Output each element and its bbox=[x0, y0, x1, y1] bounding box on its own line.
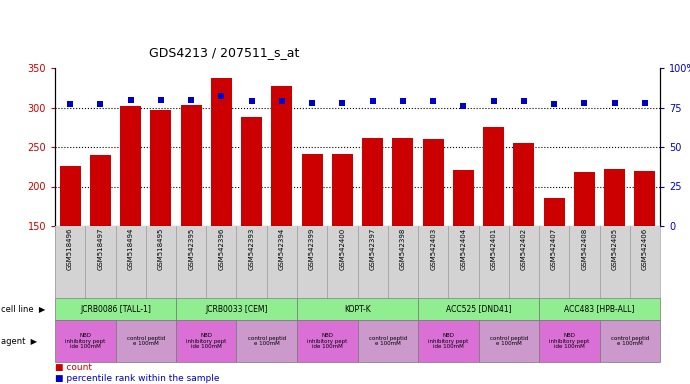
Point bbox=[155, 96, 166, 103]
Point bbox=[125, 96, 136, 103]
Text: NBD
inhibitory pept
ide 100mM: NBD inhibitory pept ide 100mM bbox=[428, 333, 469, 349]
Text: GSM542393: GSM542393 bbox=[248, 228, 255, 270]
Text: GSM542407: GSM542407 bbox=[551, 228, 557, 270]
Bar bbox=[604, 169, 625, 226]
Text: JCRB0033 [CEM]: JCRB0033 [CEM] bbox=[205, 305, 268, 313]
Point bbox=[428, 98, 439, 104]
Bar bbox=[271, 86, 293, 226]
Text: JCRB0086 [TALL-1]: JCRB0086 [TALL-1] bbox=[80, 305, 151, 313]
Bar bbox=[453, 170, 474, 226]
Point bbox=[640, 100, 651, 106]
Text: GSM542402: GSM542402 bbox=[521, 228, 527, 270]
Text: GSM542396: GSM542396 bbox=[218, 228, 224, 270]
Text: GSM542404: GSM542404 bbox=[460, 228, 466, 270]
Text: ACC483 [HPB-ALL]: ACC483 [HPB-ALL] bbox=[564, 305, 635, 313]
Text: ■ percentile rank within the sample: ■ percentile rank within the sample bbox=[55, 374, 219, 383]
Bar bbox=[513, 143, 535, 226]
Text: KOPT-K: KOPT-K bbox=[344, 305, 371, 313]
Point bbox=[579, 100, 590, 106]
Bar bbox=[544, 199, 564, 226]
Bar bbox=[120, 106, 141, 226]
Point bbox=[306, 100, 317, 106]
Text: GSM518496: GSM518496 bbox=[67, 228, 73, 270]
Bar bbox=[332, 154, 353, 226]
Text: GSM542408: GSM542408 bbox=[582, 228, 587, 270]
Bar bbox=[181, 105, 201, 226]
Point bbox=[95, 101, 106, 108]
Text: GSM518495: GSM518495 bbox=[158, 228, 164, 270]
Point bbox=[488, 98, 499, 104]
Text: GSM542398: GSM542398 bbox=[400, 228, 406, 270]
Text: NBD
inhibitory pept
ide 100mM: NBD inhibitory pept ide 100mM bbox=[307, 333, 347, 349]
Bar bbox=[210, 78, 232, 226]
Text: control peptid
e 100mM: control peptid e 100mM bbox=[248, 336, 286, 346]
Text: GSM518497: GSM518497 bbox=[97, 228, 104, 270]
Text: GSM542399: GSM542399 bbox=[309, 228, 315, 270]
Point bbox=[397, 98, 408, 104]
Bar bbox=[241, 117, 262, 226]
Point bbox=[458, 103, 469, 109]
Bar bbox=[574, 172, 595, 226]
Text: GSM542397: GSM542397 bbox=[370, 228, 375, 270]
Text: control peptid
e 100mM: control peptid e 100mM bbox=[611, 336, 649, 346]
Point bbox=[549, 101, 560, 108]
Point bbox=[609, 100, 620, 106]
Point bbox=[216, 93, 227, 99]
Point bbox=[277, 98, 288, 104]
Text: GSM542394: GSM542394 bbox=[279, 228, 285, 270]
Text: control peptid
e 100mM: control peptid e 100mM bbox=[490, 336, 528, 346]
Text: ACC525 [DND41]: ACC525 [DND41] bbox=[446, 305, 511, 313]
Text: control peptid
e 100mM: control peptid e 100mM bbox=[127, 336, 165, 346]
Point bbox=[367, 98, 378, 104]
Text: control peptid
e 100mM: control peptid e 100mM bbox=[368, 336, 407, 346]
Bar bbox=[634, 171, 656, 226]
Bar bbox=[90, 155, 111, 226]
Bar bbox=[483, 127, 504, 226]
Bar bbox=[59, 166, 81, 226]
Point bbox=[518, 98, 529, 104]
Bar bbox=[302, 154, 323, 226]
Point bbox=[186, 96, 197, 103]
Text: GSM542401: GSM542401 bbox=[491, 228, 497, 270]
Point bbox=[65, 101, 76, 108]
Text: GSM542400: GSM542400 bbox=[339, 228, 346, 270]
Text: NBD
inhibitory pept
ide 100mM: NBD inhibitory pept ide 100mM bbox=[549, 333, 589, 349]
Bar bbox=[150, 110, 171, 226]
Text: GSM542403: GSM542403 bbox=[430, 228, 436, 270]
Point bbox=[246, 98, 257, 104]
Bar bbox=[362, 137, 383, 226]
Text: NBD
inhibitory pept
ide 100mM: NBD inhibitory pept ide 100mM bbox=[65, 333, 106, 349]
Text: GSM542405: GSM542405 bbox=[611, 228, 618, 270]
Text: GDS4213 / 207511_s_at: GDS4213 / 207511_s_at bbox=[149, 46, 299, 59]
Text: GSM542406: GSM542406 bbox=[642, 228, 648, 270]
Point bbox=[337, 100, 348, 106]
Text: NBD
inhibitory pept
ide 100mM: NBD inhibitory pept ide 100mM bbox=[186, 333, 226, 349]
Text: agent  ▶: agent ▶ bbox=[1, 336, 37, 346]
Text: cell line  ▶: cell line ▶ bbox=[1, 305, 45, 313]
Text: GSM542395: GSM542395 bbox=[188, 228, 194, 270]
Text: GSM518494: GSM518494 bbox=[128, 228, 134, 270]
Bar bbox=[393, 137, 413, 226]
Bar bbox=[422, 139, 444, 226]
Text: ■ count: ■ count bbox=[55, 363, 92, 372]
